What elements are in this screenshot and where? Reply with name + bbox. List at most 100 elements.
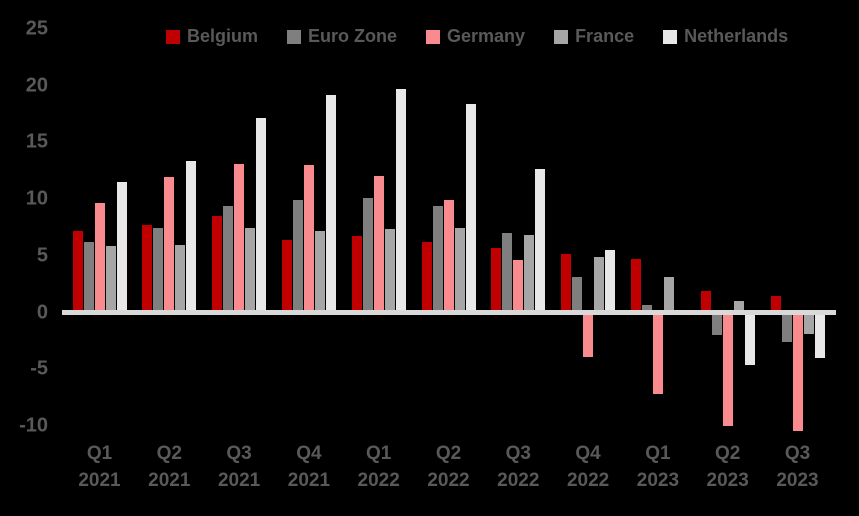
x-label-quarter: Q1 xyxy=(645,443,671,464)
x-label-year: 2022 xyxy=(357,470,400,491)
euro-zone-swatch-icon xyxy=(287,29,302,44)
bar-france-q3-2023 xyxy=(803,315,814,335)
x-label-quarter: Q2 xyxy=(156,443,182,464)
bar-netherlands-q4-2022 xyxy=(605,249,616,310)
bar-belgium-q2-2023 xyxy=(700,290,711,310)
bar-group-q2-2023 xyxy=(700,0,755,516)
legend-label: Belgium xyxy=(187,26,259,46)
x-label-year: 2021 xyxy=(148,470,191,491)
germany-swatch-icon xyxy=(426,29,441,44)
bar-germany-q4-2021 xyxy=(303,164,314,310)
x-label-quarter: Q3 xyxy=(784,443,811,464)
bar-france-q4-2022 xyxy=(594,256,605,310)
bar-belgium-q4-2022 xyxy=(561,254,572,310)
bar-germany-q1-2022 xyxy=(373,176,384,310)
bar-germany-q2-2021 xyxy=(164,177,175,310)
x-label-quarter: Q3 xyxy=(226,443,252,464)
bar-belgium-q1-2023 xyxy=(630,258,641,310)
bar-euro-zone-q2-2022 xyxy=(432,205,443,310)
x-label-quarter: Q1 xyxy=(366,443,392,464)
x-axis-label-q4-2022: Q4 2022 xyxy=(548,440,628,494)
bar-netherlands-q1-2022 xyxy=(395,88,406,310)
bar-netherlands-q3-2021 xyxy=(256,118,267,310)
bar-group-q1-2022 xyxy=(351,0,406,516)
bar-euro-zone-q2-2023 xyxy=(711,315,722,336)
bar-france-q3-2021 xyxy=(245,228,256,310)
x-label-year: 2022 xyxy=(566,470,610,491)
bar-germany-q4-2022 xyxy=(583,315,594,357)
bar-group-q1-2023 xyxy=(630,0,685,516)
x-axis-label-q2-2021: Q2 2021 xyxy=(129,440,209,494)
bar-germany-q1-2023 xyxy=(652,315,663,395)
bar-euro-zone-q4-2021 xyxy=(292,200,303,310)
x-label-year: 2023 xyxy=(636,470,680,491)
x-label-year: 2021 xyxy=(78,470,121,491)
x-label-year: 2022 xyxy=(427,470,470,491)
bar-belgium-q1-2021 xyxy=(72,230,83,310)
legend-label: Euro Zone xyxy=(308,26,398,46)
bar-belgium-q3-2023 xyxy=(770,296,781,310)
bar-germany-q3-2023 xyxy=(792,315,803,431)
x-axis-label-q3-2023: Q3 2023 xyxy=(758,440,838,494)
bar-germany-q2-2023 xyxy=(722,315,733,427)
y-tick-label-0: 0 xyxy=(36,301,48,323)
bar-group-q4-2022 xyxy=(561,0,616,516)
bar-group-q3-2021 xyxy=(212,0,267,516)
bar-germany-q3-2021 xyxy=(234,163,245,310)
x-axis-label-q3-2022: Q3 2022 xyxy=(478,440,558,494)
x-label-year: 2021 xyxy=(287,470,331,491)
x-label-quarter: Q3 xyxy=(505,443,531,464)
x-axis-label-q1-2023: Q1 2023 xyxy=(618,440,698,494)
bar-netherlands-q1-2021 xyxy=(116,181,127,310)
legend-item-germany: Germany xyxy=(426,26,525,47)
bar-france-q2-2022 xyxy=(454,228,465,310)
bar-germany-q3-2022 xyxy=(513,260,524,310)
x-axis-label-q2-2022: Q2 2022 xyxy=(409,440,489,494)
x-axis-label-q1-2021: Q1 2021 xyxy=(60,440,140,494)
netherlands-swatch-icon xyxy=(663,29,678,44)
bar-euro-zone-q4-2022 xyxy=(572,277,583,310)
bar-belgium-q4-2021 xyxy=(281,239,292,310)
x-axis-label-q2-2023: Q2 2023 xyxy=(688,440,768,494)
x-label-quarter: Q2 xyxy=(715,443,741,464)
x-label-year: 2022 xyxy=(497,470,540,491)
bar-france-q2-2021 xyxy=(175,245,186,310)
bar-germany-q1-2021 xyxy=(94,203,105,310)
x-label-quarter: Q2 xyxy=(435,443,462,464)
bar-euro-zone-q2-2021 xyxy=(153,228,164,310)
x-label-quarter: Q4 xyxy=(575,443,601,464)
y-tick-label-25: 25 xyxy=(25,17,48,40)
bar-belgium-q3-2021 xyxy=(212,215,223,310)
bar-group-q4-2021 xyxy=(281,0,336,516)
bar-group-q3-2022 xyxy=(491,0,546,516)
bar-france-q4-2021 xyxy=(314,230,325,310)
bar-france-q1-2022 xyxy=(384,229,395,310)
bar-belgium-q1-2022 xyxy=(351,236,362,310)
x-label-year: 2023 xyxy=(776,470,819,491)
x-label-year: 2021 xyxy=(217,470,261,491)
bar-euro-zone-q1-2021 xyxy=(83,241,94,310)
bar-france-q3-2022 xyxy=(524,235,535,310)
bar-group-q2-2021 xyxy=(142,0,197,516)
x-label-year: 2023 xyxy=(706,470,749,491)
bar-germany-q2-2022 xyxy=(443,200,454,310)
y-tick-label-10: 10 xyxy=(25,187,48,210)
y-tick-label--10: -10 xyxy=(19,414,48,437)
x-axis-label-q4-2021: Q4 2021 xyxy=(269,440,349,494)
zero-axis-line xyxy=(62,310,836,315)
legend-item-france: France xyxy=(554,26,634,47)
belgium-swatch-icon xyxy=(166,29,180,44)
bar-euro-zone-q1-2023 xyxy=(641,305,652,310)
legend-label: Netherlands xyxy=(684,26,789,46)
legend-label: France xyxy=(575,26,635,46)
bar-euro-zone-q3-2021 xyxy=(223,205,234,310)
bar-netherlands-q2-2021 xyxy=(186,161,197,310)
bar-france-q1-2021 xyxy=(105,246,116,310)
bar-netherlands-q2-2022 xyxy=(465,103,476,310)
x-label-quarter: Q1 xyxy=(86,443,113,464)
bar-netherlands-q3-2023 xyxy=(814,315,825,359)
bar-group-q2-2022 xyxy=(421,0,476,516)
bar-netherlands-q4-2021 xyxy=(325,94,336,310)
bar-group-q3-2023 xyxy=(770,0,825,516)
legend-item-belgium: Belgium xyxy=(166,26,258,47)
